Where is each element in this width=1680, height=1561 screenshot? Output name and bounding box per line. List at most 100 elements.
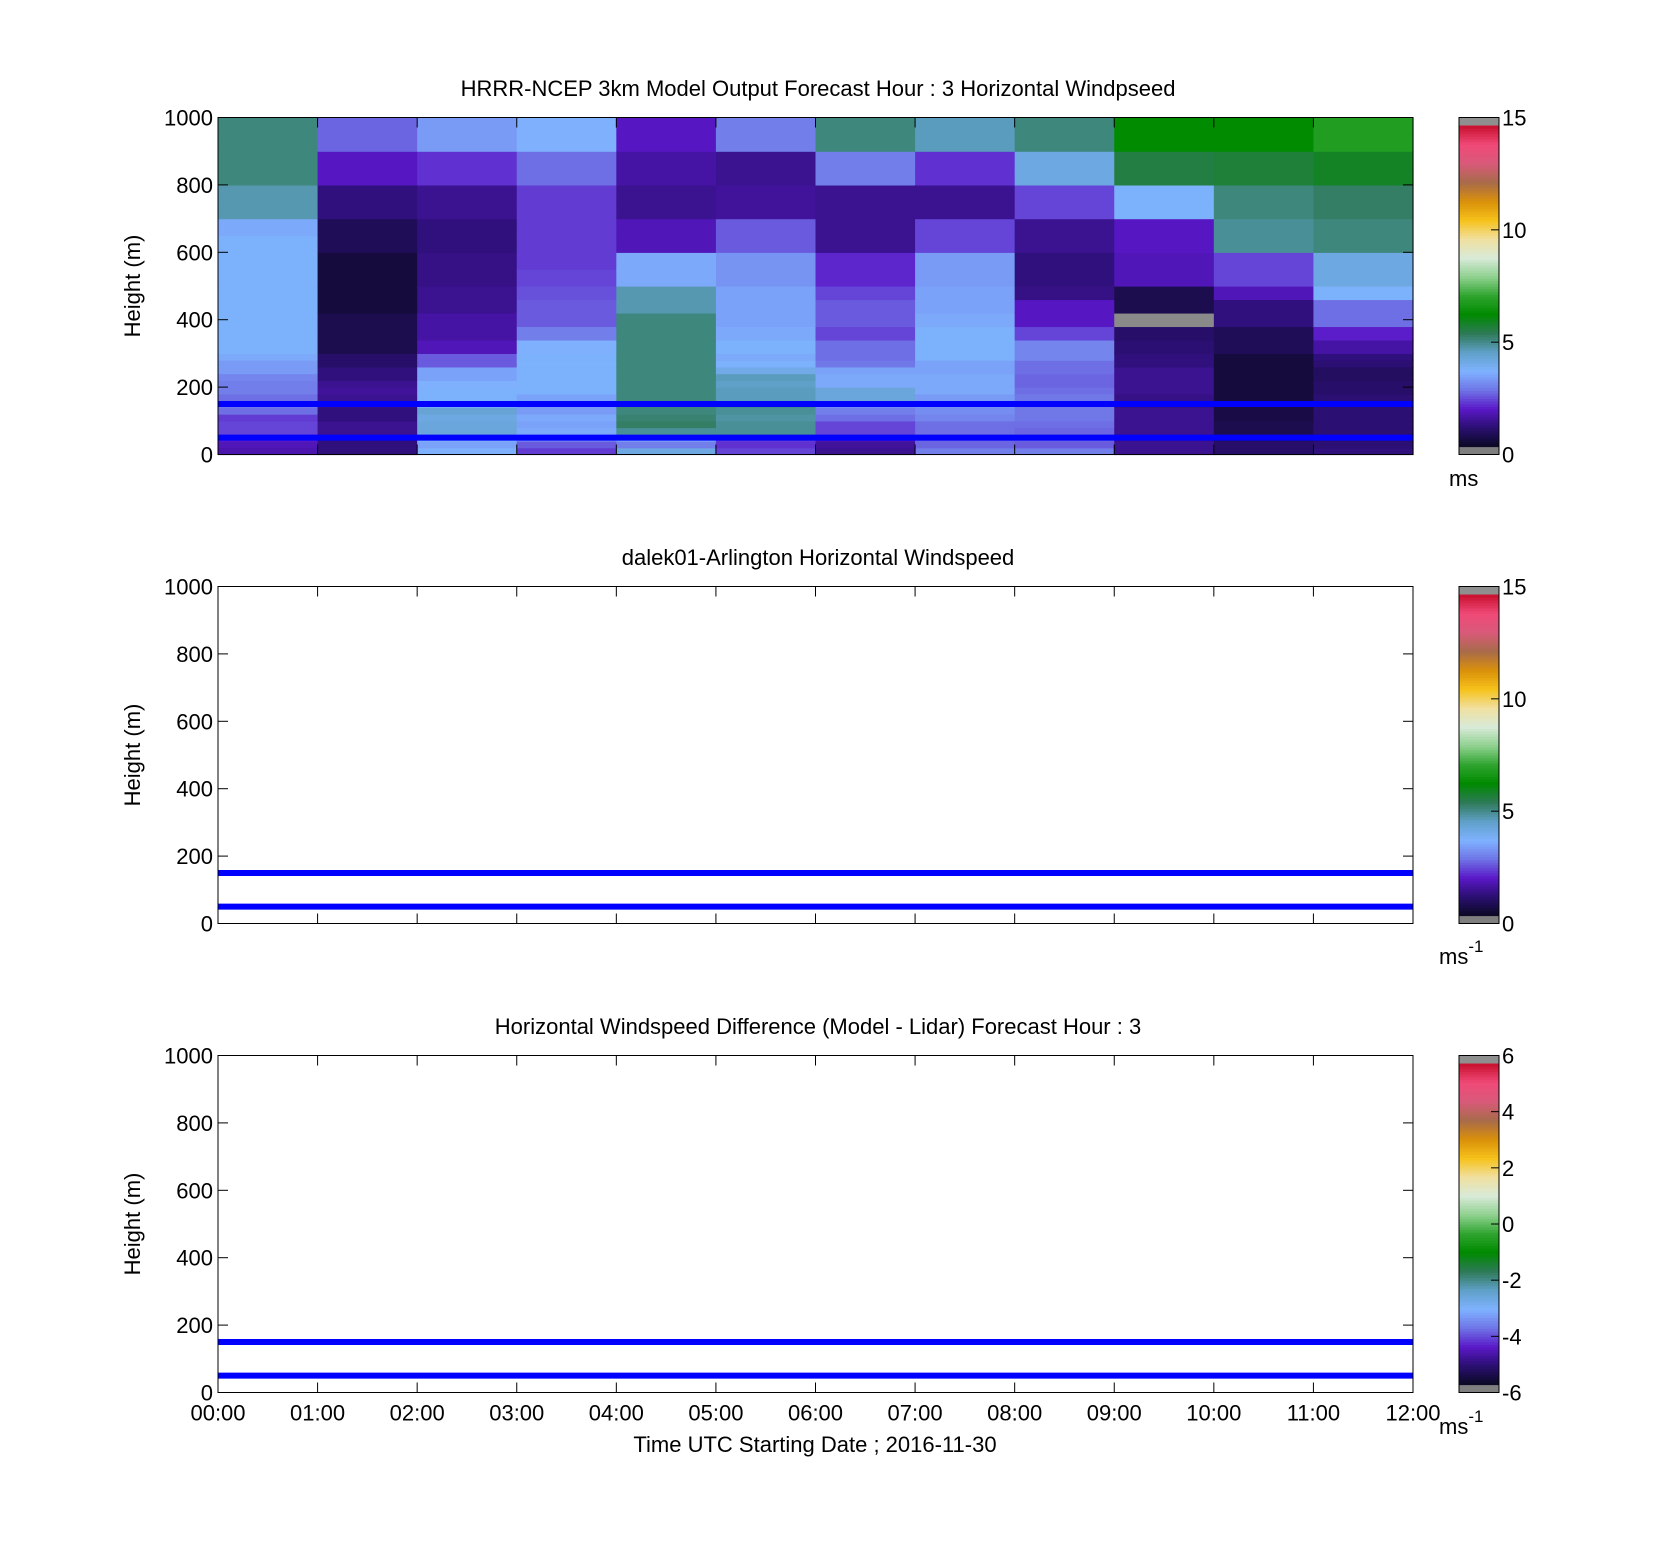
heatmap-cell xyxy=(317,373,418,381)
colorbar-segment xyxy=(1459,342,1499,346)
heatmap-cell xyxy=(516,441,617,449)
heatmap-cell xyxy=(317,420,418,429)
y-ticks: 0 200 400 600 800 1000 xyxy=(164,575,1413,937)
colorbar-segment xyxy=(1459,409,1499,413)
y-tick-label: 200 xyxy=(176,375,213,400)
heatmap-cell xyxy=(715,235,817,253)
colorbar-segment xyxy=(1459,323,1499,327)
heatmap-cell xyxy=(1114,299,1215,314)
heatmap-cell xyxy=(1213,269,1315,287)
colorbar-segment xyxy=(1459,304,1499,308)
colorbar-segment xyxy=(1459,160,1499,164)
heatmap-cell xyxy=(1114,269,1215,287)
colorbar-unit-exponent: -1 xyxy=(1468,937,1483,956)
heatmap-cell xyxy=(516,168,617,186)
panel-model: HRRR-NCEP 3km Model Output Forecast Hour… xyxy=(120,76,1526,491)
heatmap-cell xyxy=(218,441,319,449)
colorbar-segment xyxy=(1459,746,1499,751)
colorbar-segment xyxy=(1459,1135,1499,1139)
y-tick-label: 600 xyxy=(176,240,213,265)
heatmap-cell xyxy=(815,414,916,422)
heatmap-cell xyxy=(218,360,319,368)
colorbar-segment xyxy=(1459,696,1499,700)
colorbar-segment xyxy=(1459,1301,1499,1305)
colorbar-segment xyxy=(1459,1108,1499,1113)
colorbar-segment xyxy=(1459,189,1499,193)
colorbar-segment xyxy=(1459,784,1499,788)
colorbar-segment xyxy=(1459,797,1499,802)
heatmap-cell xyxy=(516,380,617,388)
heatmap-cell xyxy=(1014,235,1115,253)
colorbar-segment xyxy=(1459,1312,1499,1316)
heatmap-cell xyxy=(1114,373,1215,381)
heatmap-cell xyxy=(915,218,1016,237)
heatmap-cell xyxy=(1114,117,1215,135)
heatmap-cell xyxy=(218,420,319,429)
colorbar-segment xyxy=(1459,883,1499,887)
heatmap-cell xyxy=(417,373,518,381)
colorbar-frame xyxy=(1458,117,1500,455)
colorbar-segment xyxy=(1459,642,1499,646)
colorbar-segment xyxy=(1459,1076,1499,1081)
heatmap-cell xyxy=(1014,387,1115,395)
heatmap-cell xyxy=(1114,312,1215,328)
heatmap-cell xyxy=(317,168,418,186)
heatmap-cell xyxy=(317,312,418,328)
heatmap-cell xyxy=(417,134,518,152)
colorbar-tick-label: 5 xyxy=(1502,799,1514,824)
heatmap-cell xyxy=(1014,414,1115,422)
colorbar-overflow-cap xyxy=(1459,117,1499,126)
heatmap-cell xyxy=(915,387,1016,395)
colorbar-segment xyxy=(1459,360,1499,365)
colorbar-segment xyxy=(1459,870,1499,874)
heatmap-cell xyxy=(317,326,418,341)
colorbar-segment xyxy=(1459,320,1499,325)
heatmap-cell xyxy=(516,117,617,135)
heatmap-cell xyxy=(815,373,916,381)
heatmap-cell xyxy=(317,427,418,435)
colorbar-segment xyxy=(1459,859,1499,863)
heatmap-cell xyxy=(516,299,617,314)
colorbar-segment xyxy=(1459,845,1499,850)
colorbar-unit: ms xyxy=(1449,466,1478,491)
colorbar-tick-label: 6 xyxy=(1502,1044,1514,1069)
heatmap-cell xyxy=(1014,393,1115,402)
heatmap-cell xyxy=(815,117,916,135)
colorbar-segment xyxy=(1459,856,1499,860)
y-tick-label: 800 xyxy=(176,1111,213,1136)
heatmap-cell xyxy=(715,360,817,368)
heatmap-cell xyxy=(218,407,319,415)
colorbar-segment xyxy=(1459,1159,1499,1164)
heatmap-cell xyxy=(616,441,717,449)
colorbar-segment xyxy=(1459,752,1499,756)
colorbar-segment xyxy=(1459,1202,1499,1206)
heatmap-cell xyxy=(1014,339,1115,354)
colorbar-segment xyxy=(1459,1114,1499,1118)
colorbar-segment xyxy=(1459,264,1499,268)
colorbar-segment xyxy=(1459,1269,1499,1273)
heatmap-cell xyxy=(1114,447,1215,456)
colorbar-segment xyxy=(1459,656,1499,660)
colorbar-segment xyxy=(1459,682,1499,687)
colorbar-segment xyxy=(1459,1095,1499,1099)
colorbar-segment xyxy=(1459,1280,1499,1284)
colorbar-tick-label: 15 xyxy=(1502,575,1526,600)
heatmap-cell xyxy=(1213,427,1315,435)
colorbar-segment xyxy=(1459,1376,1499,1380)
y-tick-label: 0 xyxy=(201,443,213,468)
heatmap-cell xyxy=(1313,312,1414,328)
x-ticks: 00:00 01:00 02:00 03:00 04:00 05:00 06:00 07:00… xyxy=(190,1055,1441,1426)
heatmap-cell xyxy=(1213,286,1315,301)
colorbar-segment xyxy=(1459,819,1499,823)
colorbar-segment xyxy=(1459,787,1499,791)
heatmap-cell xyxy=(1014,447,1115,456)
heatmap-cell xyxy=(317,134,418,152)
colorbar-segment xyxy=(1459,634,1499,638)
colorbar-segment xyxy=(1459,390,1499,394)
heatmap-cell xyxy=(715,441,817,449)
heatmap-cell xyxy=(218,373,319,381)
colorbar-segment xyxy=(1459,773,1499,777)
heatmap-cell xyxy=(1213,373,1315,381)
colorbar-segment xyxy=(1459,706,1499,711)
